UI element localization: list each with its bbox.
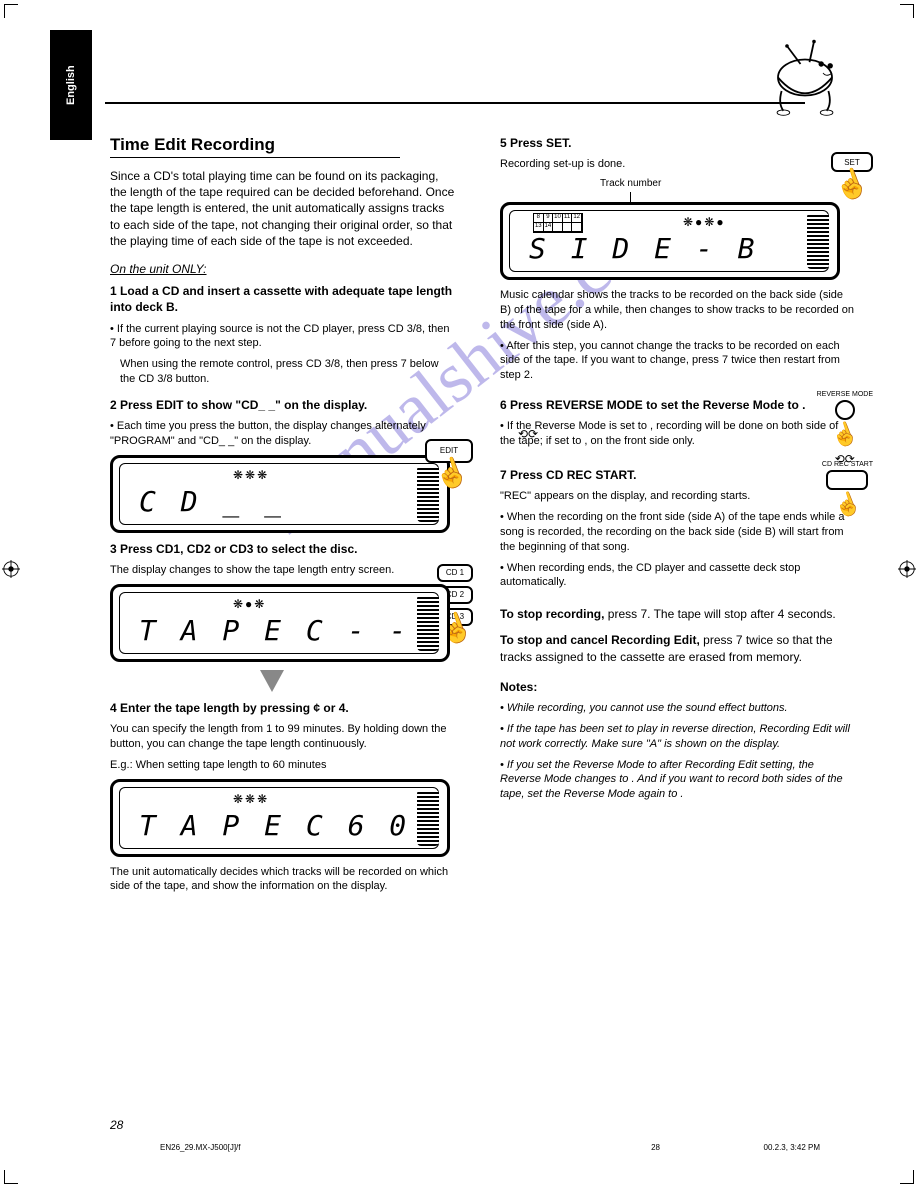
hand-pointer-icon: ☝	[827, 418, 862, 452]
right-column: 5 Press SET. Recording set-up is done. T…	[500, 135, 855, 808]
step2-text: Press EDIT to show "CD_ _" on the displa…	[120, 398, 367, 412]
lcd-step2: ❋❋❋ C D _ _	[110, 455, 450, 533]
note1-text: While recording, you cannot use the soun…	[507, 702, 788, 714]
lcd-mode-icons: ❋❋❋	[233, 792, 269, 806]
step6-bullet-text: If the Reverse Mode is set to , recordin…	[500, 420, 838, 447]
step4-post: The unit automatically decides which tra…	[110, 865, 455, 895]
step3-text2: The display changes to show the tape len…	[110, 563, 455, 578]
lcd-mode-icons: ❋●❋●	[683, 215, 726, 229]
step4-text3: E.g.: When setting tape length to 60 min…	[110, 758, 455, 773]
track-number-caption: Track number	[600, 178, 661, 189]
crop-mark-bl	[4, 1170, 18, 1184]
step7-bullet2: • When recording ends, the CD player and…	[500, 561, 855, 591]
lcd-step3a-text: T A P E C - -	[139, 614, 410, 647]
section-rule	[105, 102, 805, 104]
reverse-mode-label: REVERSE MODE	[817, 391, 873, 398]
stop-line: To stop recording, press 7. The tape wil…	[500, 606, 855, 622]
step6-line: 6 Press REVERSE MODE to set the Reverse …	[500, 397, 855, 413]
step5-bullet-text: After this step, you cannot change the t…	[500, 340, 840, 382]
lcd-step3a: ❋●❋ T A P E C - -	[110, 584, 450, 662]
step2-bullet: • Each time you press the button, the di…	[110, 419, 455, 449]
hand-pointer-icon: ☝	[830, 488, 865, 522]
lcd-step4: ❋❋❋ T A P E C 6 0	[110, 779, 450, 857]
step5-post1: Music calendar shows the tracks to be re…	[500, 288, 855, 333]
intro-text: Since a CD's total playing time can be f…	[110, 168, 455, 249]
stop-text: press 7. The tape will stop after 4 seco…	[608, 607, 836, 621]
step4-text2: You can specify the length from 1 to 99 …	[110, 722, 455, 752]
language-tab: English	[50, 30, 92, 140]
step7-bullet2-text: When recording ends, the CD player and c…	[500, 562, 800, 589]
note1: • While recording, you cannot use the so…	[500, 701, 855, 716]
step3-num: 3	[110, 542, 117, 556]
step5-text1: Press SET.	[510, 136, 571, 150]
note3-text: If you set the Reverse Mode to after Rec…	[500, 759, 843, 801]
lcd-step2-text: C D _ _	[139, 485, 285, 518]
step2-num: 2	[110, 398, 117, 412]
lcd-hatch	[807, 213, 829, 269]
cd-rec-start-button-icon	[826, 470, 868, 490]
step7-text1: Press CD REC START.	[510, 468, 636, 482]
step5-text2: Recording set-up is done.	[500, 157, 855, 172]
registration-mark-right	[898, 560, 916, 578]
lcd-mode-icons: ❋●❋	[233, 597, 266, 611]
step6-text1: Press REVERSE MODE to set the Reverse Mo…	[510, 398, 805, 412]
note2: • If the tape has been set to play in re…	[500, 722, 855, 752]
step1-line: 1 Load a CD and insert a cassette with a…	[110, 283, 455, 315]
step7-num: 7	[500, 468, 507, 482]
left-column: Time Edit Recording Since a CD's total p…	[110, 135, 455, 900]
step1-bullet: • If the current playing source is not t…	[110, 322, 455, 352]
lcd-step4-text: T A P E C 6 0	[139, 809, 410, 842]
cd-rec-start-label: CD REC START	[822, 461, 873, 468]
crop-mark-tr	[900, 4, 914, 18]
cancel-line: To stop and cancel Recording Edit, press…	[500, 632, 855, 664]
step7-bullet1: • When the recording on the front side (…	[500, 510, 855, 555]
step1-bullet-text: If the current playing source is not the…	[110, 323, 450, 350]
step4-line: 4 Enter the tape length by pressing ¢ or…	[110, 700, 455, 716]
step5-bullet: • After this step, you cannot change the…	[500, 339, 855, 384]
heading-underline	[110, 157, 400, 158]
step1-text: Load a CD and insert a cassette with ade…	[110, 284, 452, 314]
lcd-step5-text: S I D E - B	[529, 232, 758, 265]
notes-head: Notes:	[500, 679, 855, 695]
step3-line: 3 Press CD1, CD2 or CD3 to select the di…	[110, 541, 455, 557]
footer-date: 00.2.3, 3:42 PM	[764, 1143, 820, 1152]
reverse-both-icon: ⟲⟳	[518, 427, 538, 441]
step5-line: 5 Press SET.	[500, 135, 855, 151]
lcd-hatch	[417, 595, 439, 651]
crop-mark-br	[900, 1170, 914, 1184]
note2-text: If the tape has been set to play in reve…	[500, 723, 850, 750]
step2-line: 2 Press EDIT to show "CD_ _" on the disp…	[110, 397, 455, 413]
heading-time-edit: Time Edit Recording	[110, 135, 455, 155]
step3-text1: Press CD1, CD2 or CD3 to select the disc…	[120, 542, 357, 556]
step7-bullet1-text: When the recording on the front side (si…	[500, 511, 844, 553]
registration-mark-left	[2, 560, 20, 578]
step7-text2: "REC" appears on the display, and record…	[500, 489, 855, 504]
step1-note: When using the remote control, press CD …	[120, 357, 455, 387]
cancel-head: To stop and cancel Recording Edit,	[500, 633, 700, 647]
step4-num: 4	[110, 701, 117, 715]
arrow-down-icon	[260, 670, 284, 692]
step2-bullet-text: Each time you press the button, the disp…	[110, 420, 426, 447]
step5-num: 5	[500, 136, 507, 150]
footer-pagenum: 28	[651, 1143, 660, 1152]
step1-num: 1	[110, 284, 117, 298]
on-unit-label: On the unit ONLY:	[110, 261, 455, 277]
step6-bullet: • If the Reverse Mode is set to , record…	[500, 419, 855, 449]
step7-line: 7 Press CD REC START.	[500, 467, 855, 483]
stop-head: To stop recording,	[500, 607, 604, 621]
lcd-hatch	[417, 790, 439, 846]
crop-mark-tl	[4, 4, 18, 18]
drummer-mascot-icon	[760, 28, 850, 118]
footer-filename: EN26_29.MX-J500[J]/f	[160, 1143, 240, 1152]
cd1-button-icon: CD 1	[437, 564, 473, 582]
page-number: 28	[110, 1118, 123, 1132]
music-calendar-grid: 89101112 1314	[533, 213, 583, 233]
reverse-mode-button-icon	[835, 400, 855, 420]
step4-text1: Enter the tape length by pressing ¢ or 4…	[120, 701, 349, 715]
lcd-step5: 89101112 1314 ❋●❋● S I D E - B	[500, 202, 840, 280]
step6-num: 6	[500, 398, 507, 412]
lcd-mode-icons: ❋❋❋	[233, 468, 269, 482]
note3: • If you set the Reverse Mode to after R…	[500, 758, 855, 803]
